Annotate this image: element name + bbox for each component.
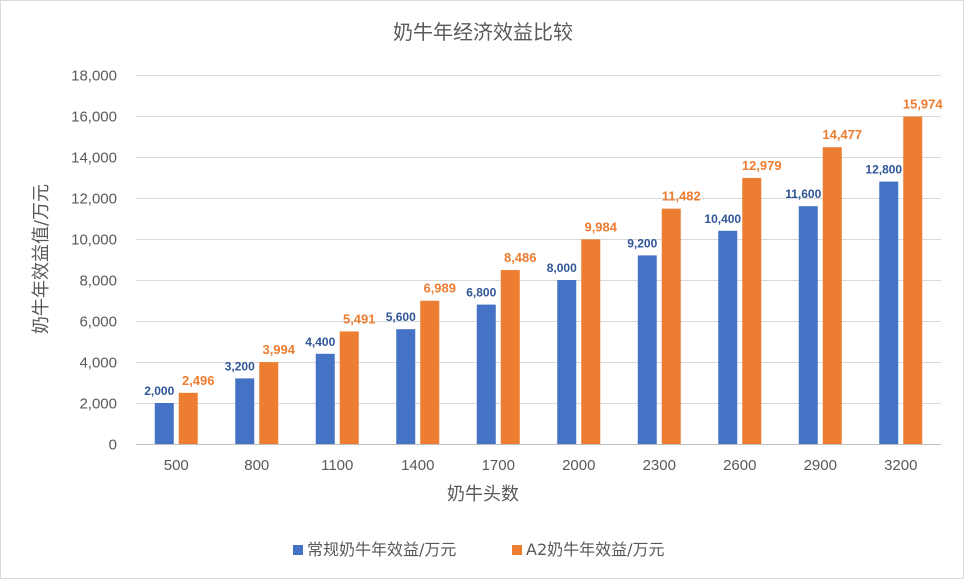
bar-a2 bbox=[903, 116, 923, 445]
x-tick-label: 3200 bbox=[884, 457, 917, 474]
data-label-a2: 2,496 bbox=[182, 373, 215, 388]
bar-conventional bbox=[637, 255, 657, 444]
data-label-a2: 11,482 bbox=[662, 189, 701, 204]
x-tick-label: 1100 bbox=[321, 457, 353, 474]
data-label-conventional: 5,600 bbox=[386, 310, 416, 324]
bar-a2 bbox=[339, 331, 359, 444]
data-label-a2: 8,486 bbox=[504, 250, 537, 265]
data-label-conventional: 4,400 bbox=[305, 335, 335, 349]
bar-conventional bbox=[718, 230, 738, 444]
y-axis-title: 奶牛年效益值/万元 bbox=[31, 184, 52, 334]
x-tick-label: 2000 bbox=[562, 457, 595, 474]
data-label-a2: 5,491 bbox=[343, 311, 376, 326]
y-tick-label: 4,000 bbox=[79, 355, 117, 372]
x-tick-label: 1700 bbox=[482, 457, 515, 474]
y-tick-label: 2,000 bbox=[79, 396, 117, 413]
bar-conventional bbox=[557, 280, 577, 444]
legend-swatch-a2 bbox=[512, 545, 522, 555]
bar-conventional bbox=[154, 403, 174, 444]
bar-a2 bbox=[742, 177, 762, 445]
y-tick-label: 12,000 bbox=[71, 191, 117, 208]
bar-a2 bbox=[178, 392, 198, 444]
y-tick-label: 8,000 bbox=[79, 273, 117, 290]
bar-conventional bbox=[476, 304, 496, 444]
x-axis-ticks: 500 800 1100 1400 1700 2000 2300 2600 2900 3200 bbox=[164, 457, 918, 474]
y-tick-label: 18,000 bbox=[71, 68, 117, 85]
x-tick-label: 2600 bbox=[723, 457, 756, 474]
y-tick-label: 10,000 bbox=[71, 232, 117, 249]
bar-a2 bbox=[661, 208, 681, 444]
legend-label-a2: A2奶牛年效益/万元 bbox=[526, 540, 665, 559]
y-tick-label: 14,000 bbox=[71, 150, 117, 167]
data-label-conventional: 2,000 bbox=[144, 384, 174, 398]
x-tick-label: 2300 bbox=[643, 457, 676, 474]
data-label-conventional: 9,200 bbox=[627, 236, 657, 250]
data-label-a2: 15,974 bbox=[903, 97, 944, 112]
y-tick-label: 6,000 bbox=[79, 314, 117, 331]
data-label-a2: 12,979 bbox=[742, 158, 782, 173]
gridlines bbox=[136, 75, 941, 445]
x-tick-label: 2900 bbox=[804, 457, 837, 474]
legend-label-conventional: 常规奶牛年效益/万元 bbox=[307, 540, 456, 559]
bar-a2 bbox=[822, 147, 842, 444]
x-axis-title: 奶牛头数 bbox=[447, 484, 519, 505]
bar-conventional bbox=[879, 181, 899, 444]
y-axis-ticks: 0 2,000 4,000 6,000 8,000 10,000 12,000 14,000 1… bbox=[71, 68, 117, 454]
data-label-conventional: 6,800 bbox=[466, 286, 496, 300]
bar-conventional bbox=[798, 206, 818, 444]
data-label-a2: 6,989 bbox=[423, 281, 456, 296]
data-label-a2: 9,984 bbox=[584, 219, 617, 234]
bar-a2 bbox=[581, 239, 601, 444]
bar-a2 bbox=[259, 362, 279, 444]
x-tick-label: 1400 bbox=[401, 457, 434, 474]
y-tick-label: 16,000 bbox=[71, 109, 117, 126]
data-label-conventional: 12,800 bbox=[865, 163, 902, 177]
y-tick-label: 0 bbox=[109, 437, 117, 454]
bar-conventional bbox=[235, 378, 255, 444]
data-label-a2: 14,477 bbox=[822, 127, 862, 142]
x-tick-label: 800 bbox=[244, 457, 269, 474]
bars bbox=[154, 116, 923, 445]
bar-a2 bbox=[420, 300, 440, 444]
legend: 常规奶牛年效益/万元 A2奶牛年效益/万元 bbox=[293, 540, 665, 559]
data-label-conventional: 11,600 bbox=[785, 187, 821, 201]
bar-conventional bbox=[396, 329, 416, 444]
data-label-conventional: 3,200 bbox=[225, 359, 255, 373]
legend-swatch-conventional bbox=[293, 545, 303, 555]
bar-a2 bbox=[500, 270, 520, 444]
bar-conventional bbox=[315, 353, 335, 444]
chart-title: 奶牛年经济效益比较 bbox=[393, 20, 573, 44]
data-label-a2: 3,994 bbox=[262, 342, 295, 357]
data-label-conventional: 8,000 bbox=[547, 261, 577, 275]
x-tick-label: 500 bbox=[164, 457, 189, 474]
data-label-conventional: 10,400 bbox=[704, 212, 741, 226]
data-labels: 2,000 2,496 3,200 3,994 4,400 5,491 5,600 6,989… bbox=[144, 97, 943, 398]
